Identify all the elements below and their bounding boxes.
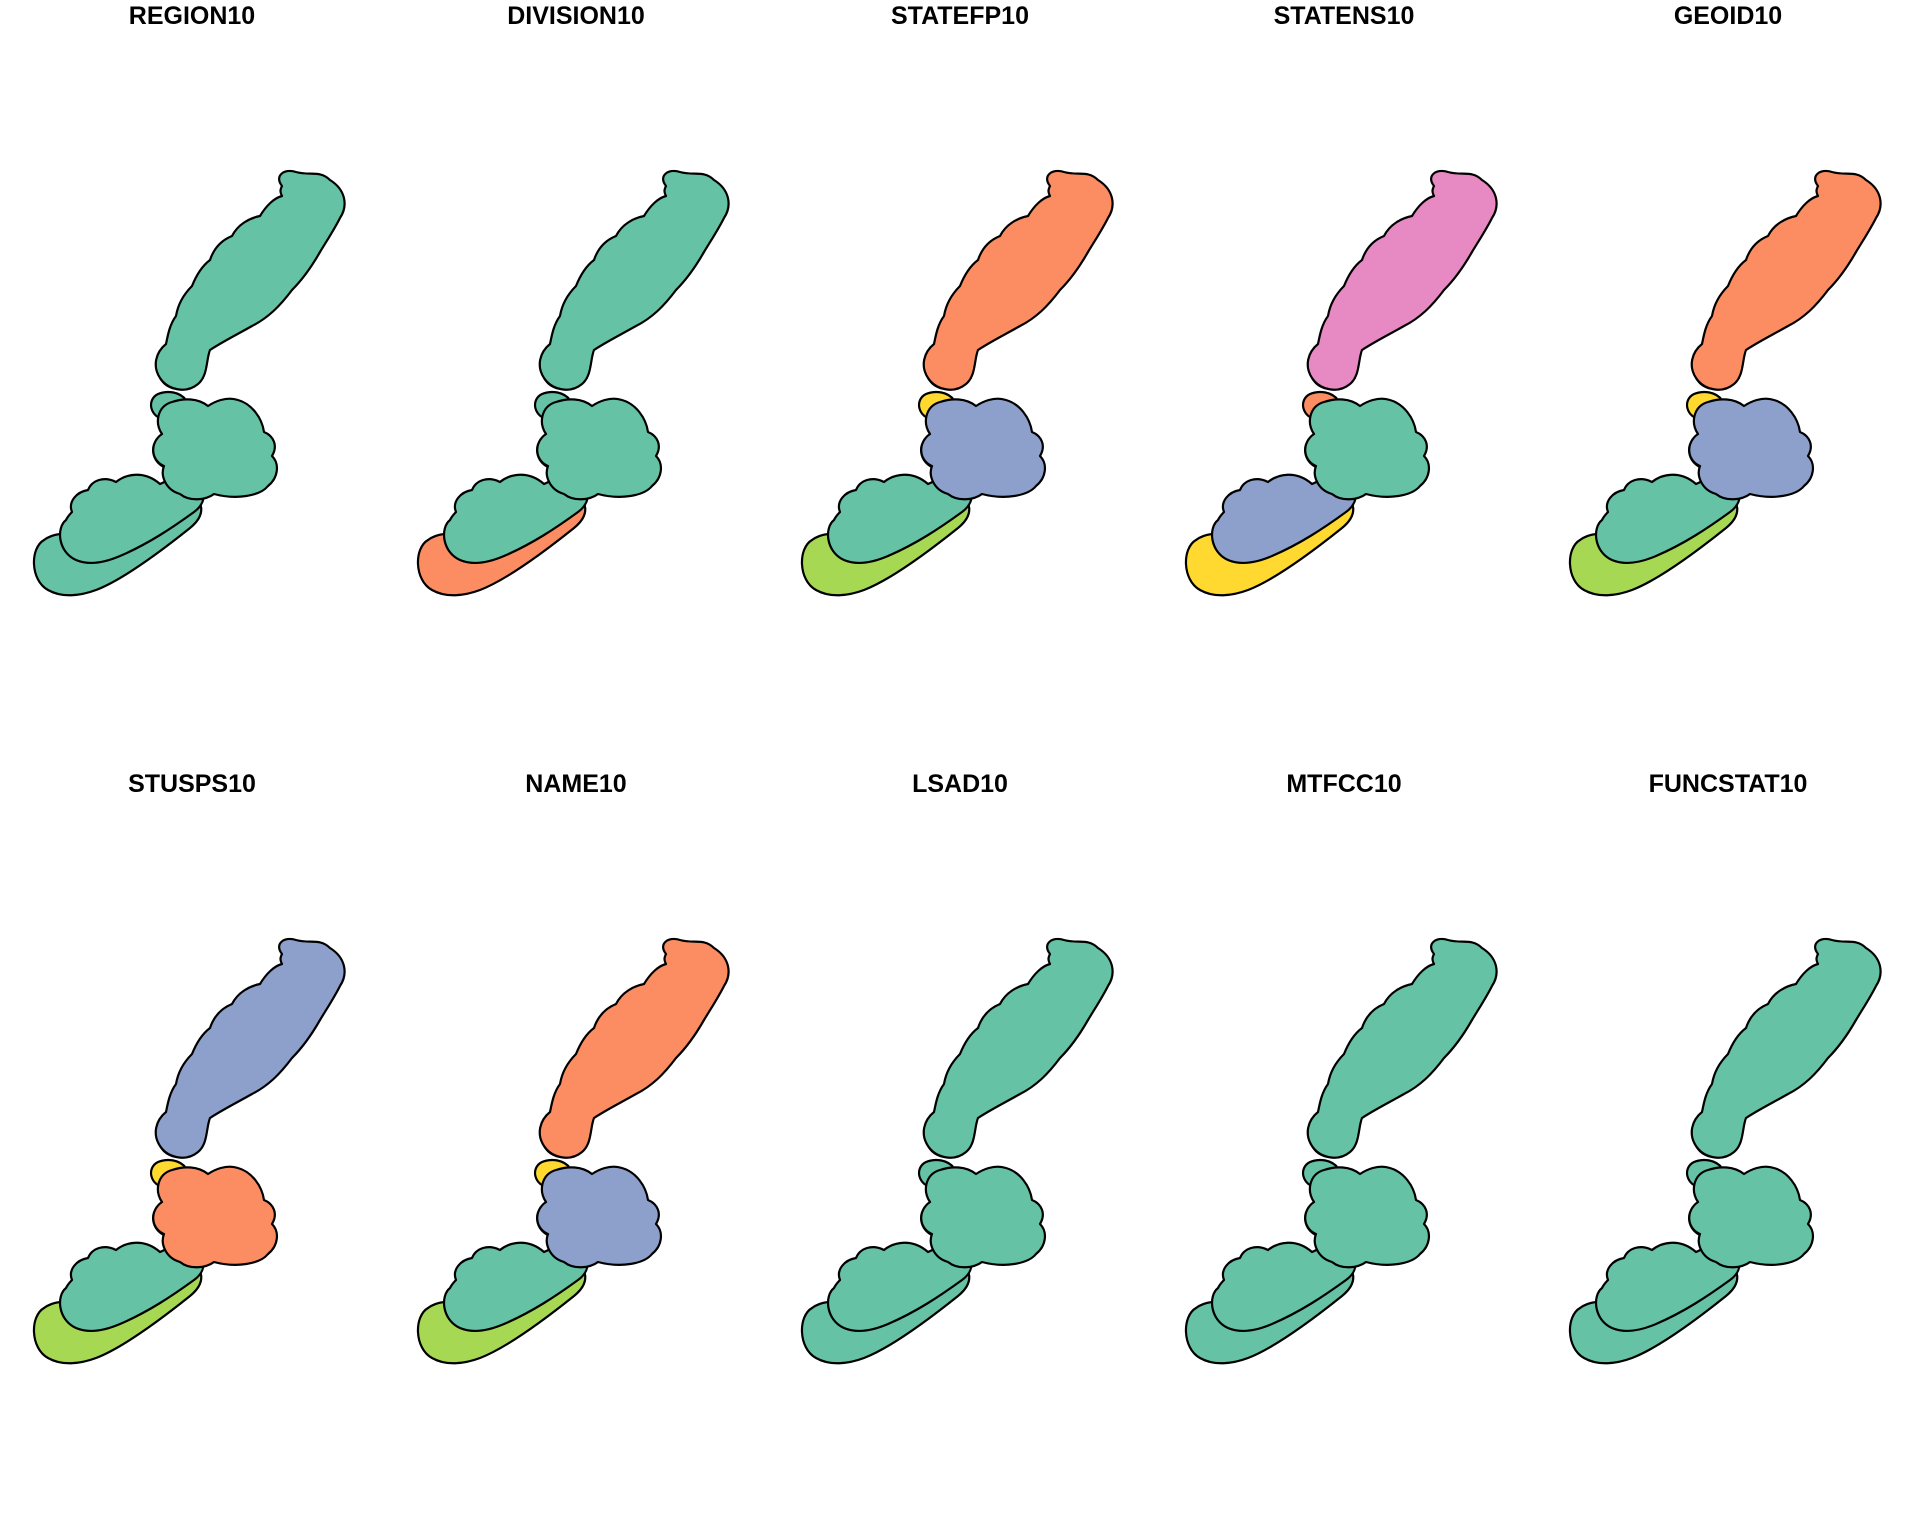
center-region xyxy=(920,1165,1046,1269)
map-panel: REGION10 xyxy=(0,0,384,768)
map-canvas xyxy=(800,169,1114,597)
map-canvas xyxy=(1184,937,1498,1365)
map-canvas xyxy=(416,169,730,597)
panel-title: DIVISION10 xyxy=(507,2,645,30)
panel-title: GEOID10 xyxy=(1673,2,1783,30)
map-panel: STATEFP10 xyxy=(768,0,1152,768)
panel-title: FUNCSTAT10 xyxy=(1648,770,1808,798)
map-canvas xyxy=(1568,937,1882,1365)
map-panel: DIVISION10 xyxy=(384,0,768,768)
center-region xyxy=(536,397,662,501)
map-canvas xyxy=(32,169,346,597)
map-panel: STATENS10 xyxy=(1152,0,1536,768)
map-panel: NAME10 xyxy=(384,768,768,1536)
center-region xyxy=(1688,1165,1814,1269)
map-panel: STUSPS10 xyxy=(0,768,384,1536)
north-region xyxy=(538,937,730,1159)
center-region xyxy=(1304,397,1430,501)
map-panel: MTFCC10 xyxy=(1152,768,1536,1536)
map-panel: LSAD10 xyxy=(768,768,1152,1536)
panel-title: STATENS10 xyxy=(1273,2,1415,30)
panel-title: STUSPS10 xyxy=(128,770,256,798)
center-region xyxy=(1688,397,1814,501)
center-region xyxy=(920,397,1046,501)
north-region xyxy=(154,169,346,391)
north-region xyxy=(154,937,346,1159)
panel-title: MTFCC10 xyxy=(1286,770,1402,798)
panel-title: REGION10 xyxy=(128,2,256,30)
north-region xyxy=(1690,169,1882,391)
north-region xyxy=(538,169,730,391)
map-canvas xyxy=(800,937,1114,1365)
north-region xyxy=(922,169,1114,391)
center-region xyxy=(536,1165,662,1269)
map-panel: FUNCSTAT10 xyxy=(1536,768,1920,1536)
center-region xyxy=(1304,1165,1430,1269)
map-panel: GEOID10 xyxy=(1536,0,1920,768)
map-canvas xyxy=(1184,169,1498,597)
panel-title: STATEFP10 xyxy=(891,2,1029,30)
north-region xyxy=(1690,937,1882,1159)
panel-title: NAME10 xyxy=(525,770,627,798)
north-region xyxy=(1306,169,1498,391)
north-region xyxy=(922,937,1114,1159)
map-canvas xyxy=(416,937,730,1365)
north-region xyxy=(1306,937,1498,1159)
panel-title: LSAD10 xyxy=(912,770,1008,798)
map-canvas xyxy=(32,937,346,1365)
center-region xyxy=(152,1165,278,1269)
map-canvas xyxy=(1568,169,1882,597)
center-region xyxy=(152,397,278,501)
